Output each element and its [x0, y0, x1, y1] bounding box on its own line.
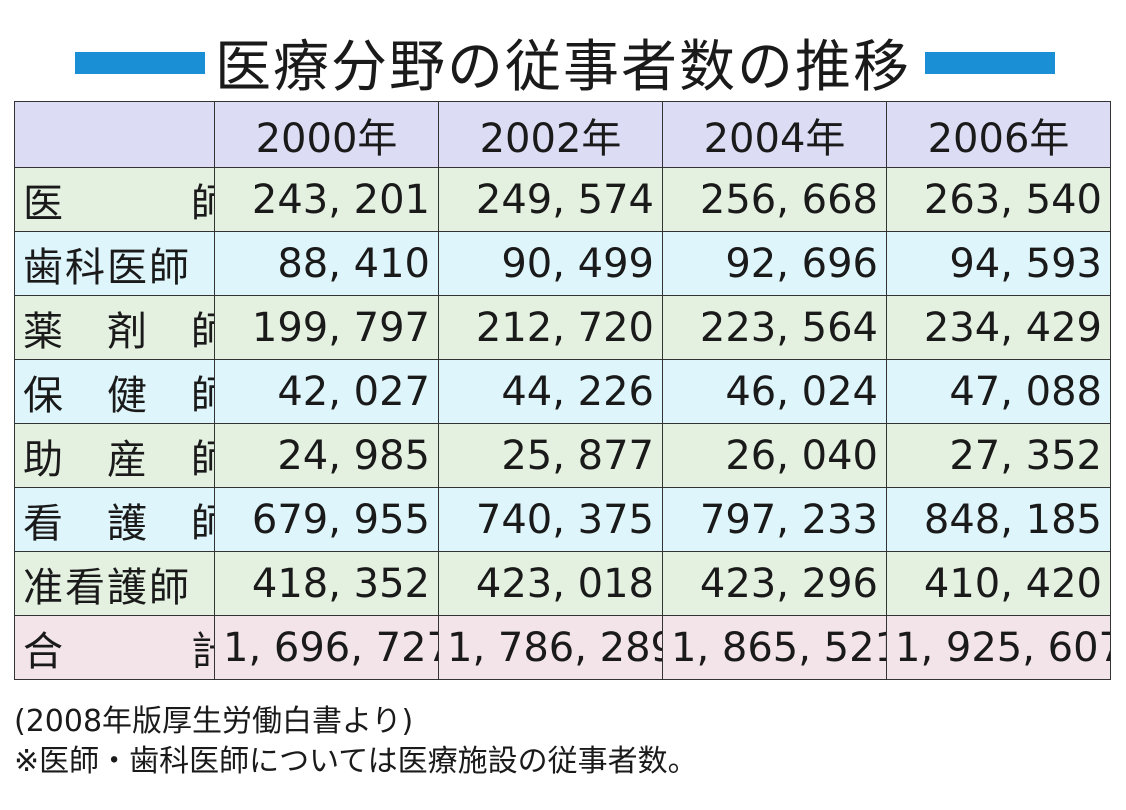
value-cell: 199, 797: [214, 295, 439, 360]
row-label: 准看護師: [14, 551, 215, 616]
value-cell: 249, 574: [438, 167, 663, 232]
value-cell: 223, 564: [662, 295, 887, 360]
value-cell: 27, 352: [886, 423, 1111, 488]
column-header: 2004年: [662, 101, 887, 168]
chart-title: 医療分野の従事者数の推移: [215, 35, 911, 100]
table-row: 医 師 243, 201 249, 574 256, 668 263, 540: [14, 167, 1111, 232]
value-cell: 92, 696: [662, 231, 887, 296]
value-cell: 47, 088: [886, 359, 1111, 424]
value-cell: 234, 429: [886, 295, 1111, 360]
value-cell: 88, 410: [214, 231, 439, 296]
value-cell: 90, 499: [438, 231, 663, 296]
data-table: 2000年 2002年 2004年 2006年 医 師 243, 201 249, …: [14, 101, 1111, 680]
value-cell: 263, 540: [886, 167, 1111, 232]
table-row: 看 護 師 679, 955 740, 375 797, 233 848, 185: [14, 487, 1111, 552]
column-header: 2000年: [214, 101, 439, 168]
value-cell: 243, 201: [214, 167, 439, 232]
table-row: 薬 剤 師 199, 797 212, 720 223, 564 234, 429: [14, 295, 1111, 360]
title-decor-bar-right: [925, 52, 1055, 74]
source-note: (2008年版厚生労働白書より): [14, 704, 414, 739]
table-row: 助 産 師 24, 985 25, 877 26, 040 27, 352: [14, 423, 1111, 488]
value-cell: 740, 375: [438, 487, 663, 552]
row-label: 合 計: [14, 615, 215, 680]
table-body: 医 師 243, 201 249, 574 256, 668 263, 540 歯科医師 8…: [14, 167, 1111, 680]
value-cell: 1, 786, 289: [438, 615, 663, 680]
title-decor-bar-left: [75, 52, 205, 74]
value-cell: 42, 027: [214, 359, 439, 424]
value-cell: 1, 865, 521: [662, 615, 887, 680]
value-cell: 1, 696, 727: [214, 615, 439, 680]
value-cell: 423, 296: [662, 551, 887, 616]
row-label: 保 健 師: [14, 359, 215, 424]
footnotes: (2008年版厚生労働白書より) ※医師・歯科医師については医療施設の従事者数。: [14, 702, 698, 782]
row-label: 薬 剤 師: [14, 295, 215, 360]
value-cell: 24, 985: [214, 423, 439, 488]
value-cell: 418, 352: [214, 551, 439, 616]
footnote: ※医師・歯科医師については医療施設の従事者数。: [14, 744, 698, 779]
value-cell: 797, 233: [662, 487, 887, 552]
value-cell: 679, 955: [214, 487, 439, 552]
header-row: 2000年 2002年 2004年 2006年: [14, 101, 1111, 168]
value-cell: 212, 720: [438, 295, 663, 360]
value-cell: 44, 226: [438, 359, 663, 424]
column-header: 2002年: [438, 101, 663, 168]
header-corner-cell: [14, 101, 215, 168]
row-label: 医 師: [14, 167, 215, 232]
table-row: 准看護師 418, 352 423, 018 423, 296 410, 420: [14, 551, 1111, 616]
row-label: 歯科医師: [14, 231, 215, 296]
table-row: 合 計 1, 696, 727 1, 786, 289 1, 865, 521 1, 9…: [14, 615, 1111, 680]
value-cell: 1, 925, 607: [886, 615, 1111, 680]
title-row: 医療分野の従事者数の推移: [0, 8, 1126, 104]
value-cell: 423, 018: [438, 551, 663, 616]
value-cell: 46, 024: [662, 359, 887, 424]
value-cell: 26, 040: [662, 423, 887, 488]
table-row: 歯科医師 88, 410 90, 499 92, 696 94, 593: [14, 231, 1111, 296]
row-label: 看 護 師: [14, 487, 215, 552]
value-cell: 25, 877: [438, 423, 663, 488]
row-label: 助 産 師: [14, 423, 215, 488]
value-cell: 848, 185: [886, 487, 1111, 552]
column-header: 2006年: [886, 101, 1111, 168]
table-row: 保 健 師 42, 027 44, 226 46, 024 47, 088: [14, 359, 1111, 424]
value-cell: 410, 420: [886, 551, 1111, 616]
value-cell: 94, 593: [886, 231, 1111, 296]
value-cell: 256, 668: [662, 167, 887, 232]
